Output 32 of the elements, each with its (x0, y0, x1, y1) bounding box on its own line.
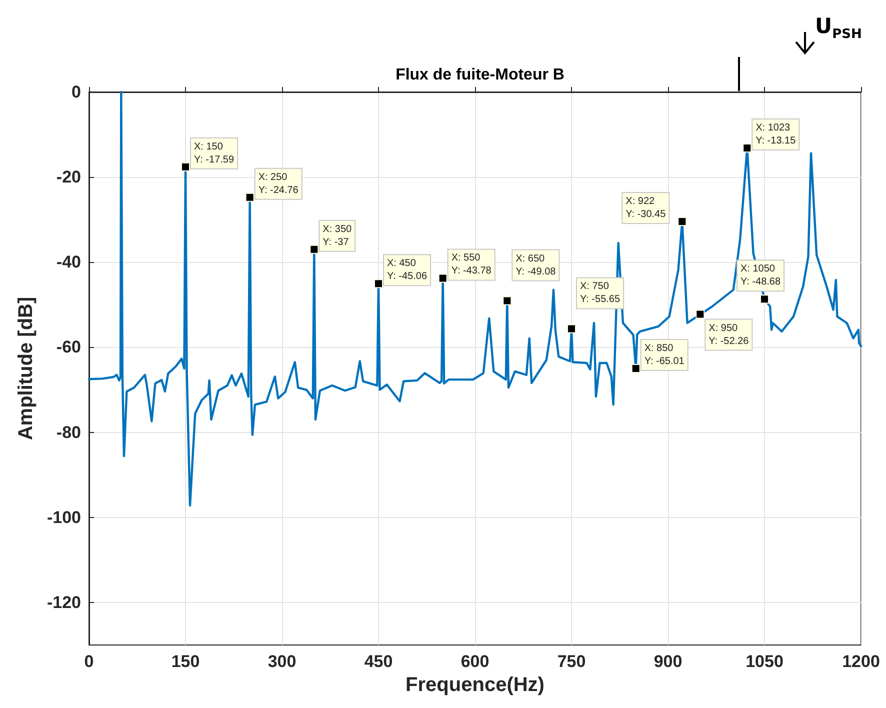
annotation: X: 650 Y: -49.08 (516, 253, 556, 278)
annotation: X: 1023 Y: -13.15 (756, 122, 796, 146)
y-tick-label: -60 (56, 338, 81, 357)
annotation: X: 750 Y: -55.65 (580, 281, 620, 306)
x-tick-label: 1200 (842, 652, 880, 671)
y-tick-label: -20 (56, 168, 81, 187)
x-tick-label: 450 (364, 652, 393, 671)
annotation: X: 1050 Y: -48.68 (740, 264, 781, 288)
annotation: X: 950 Y: -52.26 (708, 322, 750, 347)
y-tick-label: -120 (46, 592, 81, 612)
chart-title: Flux de fuite-Moteur B (396, 66, 564, 84)
x-tick-label: 150 (171, 652, 200, 671)
y-tick-label: -100 (46, 508, 81, 527)
y-tick-label: -40 (56, 252, 81, 272)
annotation: X: 450 Y: -45.06 (387, 258, 428, 282)
x-axis-title: Frequence(Hz) (406, 674, 544, 696)
x-tick-label: 300 (268, 652, 296, 671)
annotation: X: 250 Y: -24.76 (258, 172, 299, 196)
text: U$_{PSH}$ (815, 14, 862, 42)
x-tick-label: 0 (84, 652, 94, 671)
y-tick-label: 0 (72, 82, 81, 102)
x-tick-label: 900 (654, 652, 682, 671)
x-tick-label: 750 (557, 652, 586, 671)
annotation: X: 350 Y: -37 (322, 224, 352, 248)
annotation: X: 850 Y: -65.01 (644, 343, 685, 368)
annotation: X: 150 Y: -17.59 (194, 141, 234, 166)
annotation: X: 922 Y: -30.45 (626, 196, 666, 220)
y-axis-title: Amplitude [dB] (15, 296, 38, 440)
x-tick-label: 600 (460, 652, 490, 671)
y-tick-label: -80 (56, 422, 81, 442)
x-tick-label: 1050 (746, 652, 784, 671)
annotation: X: 550 Y: -43.78 (451, 252, 492, 277)
